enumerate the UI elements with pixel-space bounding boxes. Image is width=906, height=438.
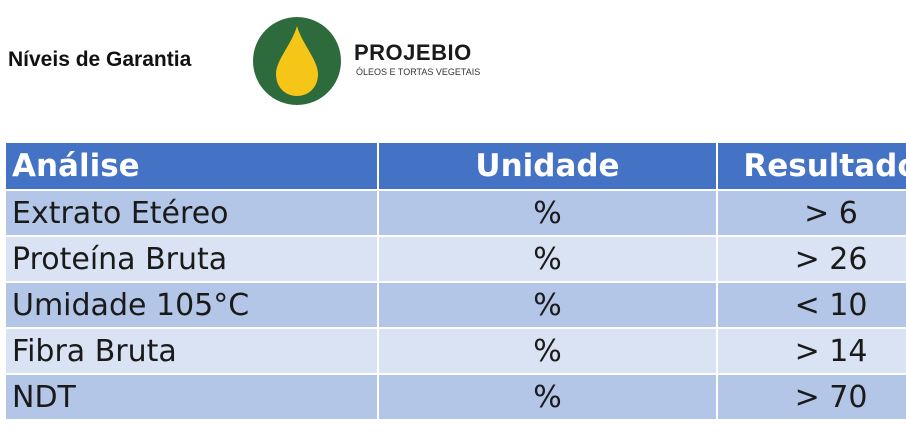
cell-unidade: % (377, 281, 718, 329)
cell-resultado: > 14 (716, 327, 906, 375)
oil-drop-icon (253, 17, 341, 105)
table-row: Fibra Bruta % > 14 (4, 327, 906, 375)
cell-resultado: > 26 (716, 235, 906, 283)
cell-resultado: > 70 (716, 373, 906, 421)
column-header-resultado: Resultado (716, 141, 906, 191)
guarantee-table: Análise Unidade Resultado Extrato Etéreo… (4, 141, 906, 421)
table-row: NDT % > 70 (4, 373, 906, 421)
table-row: Extrato Etéreo % > 6 (4, 189, 906, 237)
cell-unidade: % (377, 327, 718, 375)
column-header-analise: Análise (4, 141, 379, 191)
cell-unidade: % (377, 189, 718, 237)
brand-tagline: ÓLEOS E TORTAS VEGETAIS (356, 67, 481, 77)
page-title: Níveis de Garantia (8, 48, 192, 71)
cell-resultado: > 6 (716, 189, 906, 237)
cell-resultado: < 10 (716, 281, 906, 329)
cell-unidade: % (377, 235, 718, 283)
cell-analise: NDT (4, 373, 379, 421)
projebio-logo-icon (252, 16, 342, 106)
guarantee-table-container: Análise Unidade Resultado Extrato Etéreo… (4, 141, 906, 421)
table-row: Umidade 105°C % < 10 (4, 281, 906, 329)
table-header-row: Análise Unidade Resultado (4, 141, 906, 191)
cell-analise: Fibra Bruta (4, 327, 379, 375)
cell-analise: Umidade 105°C (4, 281, 379, 329)
cell-analise: Proteína Bruta (4, 235, 379, 283)
table-row: Proteína Bruta % > 26 (4, 235, 906, 283)
cell-analise: Extrato Etéreo (4, 189, 379, 237)
column-header-unidade: Unidade (377, 141, 718, 191)
brand-name: PROJEBIO (354, 40, 472, 65)
cell-unidade: % (377, 373, 718, 421)
